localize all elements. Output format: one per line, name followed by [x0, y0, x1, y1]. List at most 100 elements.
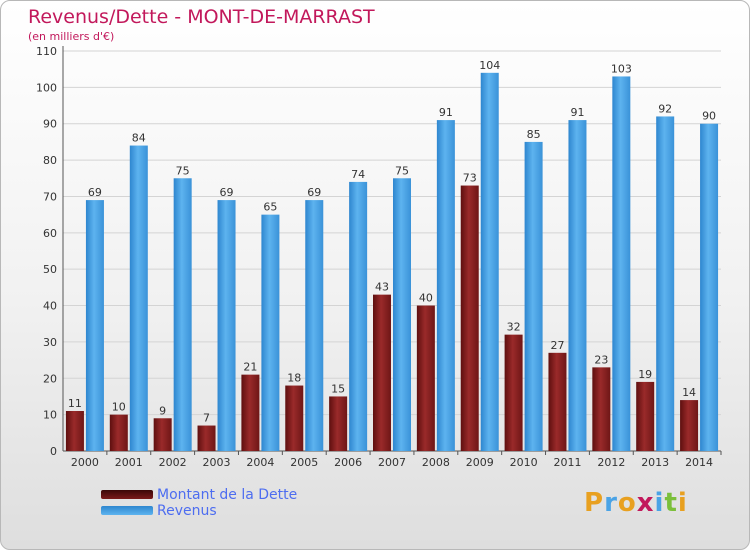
- y-tick-label: 110: [36, 45, 57, 58]
- x-tick-label: 2008: [422, 456, 450, 469]
- bar-debt: [548, 352, 567, 451]
- data-label-debt: 73: [463, 172, 477, 185]
- bar-revenue: [568, 120, 587, 451]
- bar-revenue: [480, 72, 499, 452]
- data-label-revenue: 85: [527, 128, 541, 141]
- bar-debt: [504, 334, 523, 451]
- logo-letter: i: [677, 488, 688, 518]
- x-tick-label: 2011: [553, 456, 581, 469]
- y-tick-label: 60: [43, 227, 57, 240]
- bar-revenue: [217, 200, 236, 451]
- x-tick-label: 2014: [685, 456, 713, 469]
- bar-debt: [592, 367, 611, 451]
- data-label-debt: 32: [507, 321, 521, 334]
- logo-letter: r: [604, 488, 618, 518]
- data-label-debt: 14: [682, 386, 696, 399]
- data-label-revenue: 75: [176, 164, 190, 177]
- data-label-revenue: 69: [88, 186, 102, 199]
- x-tick-label: 2012: [597, 456, 625, 469]
- bar-revenue: [85, 200, 104, 451]
- legend-label-revenue: Revenus: [157, 503, 217, 519]
- x-tick-label: 2006: [334, 456, 362, 469]
- proxiti-logo: Proxiti: [584, 488, 688, 518]
- grid-lines: [63, 50, 721, 452]
- data-label-debt: 11: [68, 397, 82, 410]
- data-label-revenue: 103: [611, 62, 632, 75]
- axes: [62, 46, 722, 455]
- logo-letter: x: [636, 488, 655, 518]
- legend-swatch-debt: [101, 490, 153, 499]
- logo-letter: o: [617, 488, 637, 518]
- data-label-debt: 10: [112, 401, 126, 414]
- bar-revenue: [700, 123, 719, 452]
- bar-revenue: [261, 214, 280, 451]
- x-tick-label: 2013: [641, 456, 669, 469]
- x-tick-label: 2001: [115, 456, 143, 469]
- data-label-revenue: 84: [132, 132, 146, 145]
- y-tick-label: 0: [50, 445, 57, 458]
- data-label-debt: 19: [638, 368, 652, 381]
- bar-debt: [197, 425, 216, 451]
- data-label-revenue: 92: [658, 102, 672, 115]
- x-tick-label: 2005: [290, 456, 318, 469]
- y-tick-label: 50: [43, 263, 57, 276]
- legend-label-debt: Montant de la Dette: [157, 487, 298, 503]
- x-tick-label: 2002: [159, 456, 187, 469]
- bar-revenue: [129, 145, 148, 451]
- chart-title: Revenus/Dette - MONT-DE-MARRAST: [28, 6, 375, 28]
- data-label-revenue: 104: [479, 59, 500, 72]
- data-label-revenue: 91: [570, 106, 584, 119]
- bar-debt: [329, 396, 348, 451]
- bar-debt: [416, 305, 435, 451]
- data-label-revenue: 69: [220, 186, 234, 199]
- data-label-debt: 27: [550, 339, 564, 352]
- data-label-revenue: 74: [351, 168, 365, 181]
- data-label-debt: 7: [203, 412, 210, 425]
- y-tick-label: 40: [43, 300, 57, 313]
- y-tick-label: 70: [43, 190, 57, 203]
- y-tick-label: 90: [43, 118, 57, 131]
- bar-debt: [65, 411, 84, 451]
- bar-debt: [460, 185, 479, 451]
- logo-letter: i: [654, 488, 665, 518]
- data-label-debt: 9: [159, 404, 166, 417]
- data-label-debt: 15: [331, 382, 345, 395]
- bar-debt: [153, 418, 172, 451]
- data-label-revenue: 75: [395, 164, 409, 177]
- bar-revenue: [656, 116, 675, 452]
- bar-debt: [636, 381, 655, 451]
- x-tick-label: 2000: [71, 456, 99, 469]
- data-label-debt: 18: [287, 372, 301, 385]
- chart-subtitle: (en milliers d'€): [28, 30, 115, 43]
- data-label-debt: 21: [243, 361, 257, 374]
- data-label-revenue: 91: [439, 106, 453, 119]
- bar-revenue: [393, 178, 411, 452]
- x-tick-label: 2009: [466, 456, 494, 469]
- data-label-debt: 43: [375, 281, 389, 294]
- y-tick-label: 100: [36, 81, 57, 94]
- x-tick-label: 2010: [510, 456, 538, 469]
- bar-revenue: [173, 178, 192, 452]
- y-tick-label: 10: [43, 409, 57, 422]
- logo-letter: P: [584, 488, 605, 518]
- y-tick-label: 80: [43, 154, 57, 167]
- x-tick-label: 2003: [203, 456, 231, 469]
- data-label-debt: 23: [594, 353, 608, 366]
- bar-debt: [680, 400, 699, 451]
- x-tick-label: 2004: [246, 456, 274, 469]
- bar-debt: [285, 385, 304, 451]
- bar-debt: [241, 374, 260, 451]
- x-tick-label: 2007: [378, 456, 406, 469]
- y-tick-label: 20: [43, 372, 57, 385]
- bars: [65, 72, 719, 452]
- bar-debt: [373, 294, 391, 451]
- data-label-revenue: 69: [307, 186, 321, 199]
- bar-revenue: [612, 76, 631, 452]
- bar-revenue: [305, 200, 324, 451]
- bar-revenue: [436, 120, 455, 451]
- data-label-debt: 40: [419, 292, 433, 305]
- bar-debt: [109, 414, 128, 451]
- legend-swatch-revenue: [101, 506, 153, 515]
